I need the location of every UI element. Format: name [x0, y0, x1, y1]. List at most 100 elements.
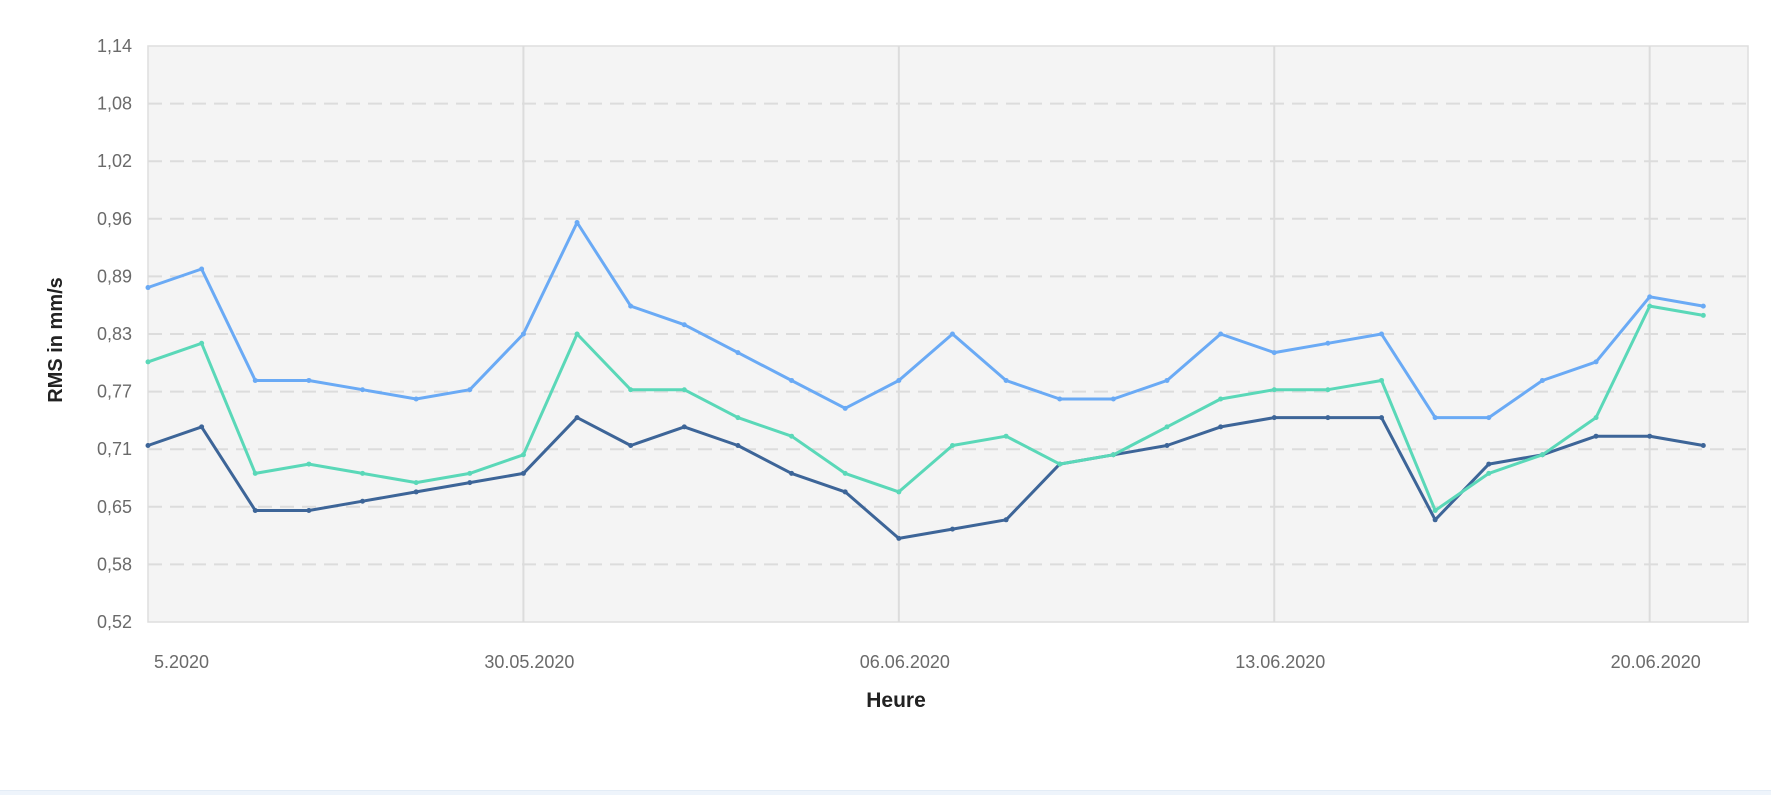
series-line-1 — [147, 416, 1704, 540]
series-2-point — [199, 340, 205, 346]
series-1-point — [896, 535, 902, 541]
series-1-point — [1700, 442, 1706, 448]
series-lines — [145, 220, 1706, 541]
series-3-point — [1486, 415, 1492, 421]
series-2-point — [735, 415, 741, 421]
series-3-point — [1003, 377, 1009, 383]
series-1-point — [842, 489, 848, 495]
y-tick-label: 1,14 — [97, 36, 132, 56]
series-2-point — [145, 359, 151, 365]
series-3-point — [789, 377, 795, 383]
y-axis-ticks: 0,52 0,58 0,65 0,71 0,77 0,83 0,89 0,96 1,02 1,08… — [97, 36, 132, 632]
series-3-point — [842, 405, 848, 411]
series-2-point — [1164, 424, 1170, 430]
series-1-point — [520, 470, 526, 476]
series-line-2 — [147, 304, 1704, 512]
series-line-3 — [147, 221, 1704, 420]
series-1-point — [628, 442, 634, 448]
series-1-point — [1432, 517, 1438, 523]
series-2-point — [842, 470, 848, 476]
series-1-point — [1379, 415, 1385, 421]
series-3-point — [628, 303, 634, 309]
series-2-point — [1110, 452, 1116, 458]
series-3-point — [1164, 377, 1170, 383]
series-1-point — [467, 480, 473, 486]
series-2-point — [252, 470, 258, 476]
series-2-point — [789, 433, 795, 439]
series-2-point — [681, 387, 687, 393]
series-2-point — [1539, 452, 1545, 458]
series-3-point — [574, 220, 580, 226]
y-axis-title: RMS in mm/s — [45, 277, 67, 403]
series-1-point — [735, 442, 741, 448]
x-tick-label: 30.05.2020 — [484, 652, 574, 672]
series-2-point — [1432, 508, 1438, 514]
series-1-point — [681, 424, 687, 430]
series-3-point — [360, 387, 366, 393]
x-tick-label: 20.06.2020 — [1611, 652, 1701, 672]
series-3-point — [145, 285, 151, 291]
x-tick-label: 06.06.2020 — [860, 652, 950, 672]
series-3-point — [467, 387, 473, 393]
series-2-point — [1700, 312, 1706, 318]
y-tick-label: 1,02 — [97, 151, 132, 171]
series-2-point — [1486, 470, 1492, 476]
series-2-point — [1325, 387, 1331, 393]
series-2-point — [413, 480, 419, 486]
series-3-point — [1110, 396, 1116, 402]
series-3-point — [1593, 359, 1599, 365]
series-2-point — [467, 470, 473, 476]
series-1-point — [145, 442, 151, 448]
series-3-point — [1539, 377, 1545, 383]
series-1-point — [1593, 433, 1599, 439]
series-1-point — [1218, 424, 1224, 430]
series-3-point — [1325, 340, 1331, 346]
x-axis-ticks: 5.2020 30.05.2020 06.06.2020 13.06.2020 20.0… — [154, 652, 1701, 672]
series-3-point — [520, 331, 526, 337]
y-tick-label: 0,65 — [97, 497, 132, 517]
series-2-point — [1379, 377, 1385, 383]
series-2-point — [1647, 303, 1653, 309]
series-1-point — [306, 508, 312, 514]
series-2-point — [306, 461, 312, 467]
x-tick-label: 13.06.2020 — [1235, 652, 1325, 672]
series-3-point — [1218, 331, 1224, 337]
series-3-point — [735, 350, 741, 356]
y-tick-label: 0,83 — [97, 324, 132, 344]
y-tick-label: 0,71 — [97, 439, 132, 459]
series-2-point — [1057, 461, 1063, 467]
series-1-point — [360, 498, 366, 504]
series-1-point — [1164, 442, 1170, 448]
x-axis-title: Heure — [866, 689, 926, 712]
series-1-point — [413, 489, 419, 495]
series-3-point — [1057, 396, 1063, 402]
y-tick-label: 0,52 — [97, 612, 132, 632]
panel-bottom-edge — [0, 790, 1771, 795]
series-1-point — [1647, 433, 1653, 439]
series-2-point — [1271, 387, 1277, 393]
series-3-point — [413, 396, 419, 402]
y-tick-label: 0,96 — [97, 209, 132, 229]
series-1-point — [252, 508, 258, 514]
series-3-point — [896, 377, 902, 383]
series-3-point — [252, 377, 258, 383]
y-tick-label: 0,77 — [97, 382, 132, 402]
series-1-point — [1003, 517, 1009, 523]
series-1-point — [574, 415, 580, 421]
series-2-point — [1218, 396, 1224, 402]
series-3-point — [681, 322, 687, 328]
series-3-point — [1647, 294, 1653, 300]
series-2-point — [1593, 415, 1599, 421]
series-1-point — [1271, 415, 1277, 421]
series-3-point — [1432, 415, 1438, 421]
series-2-point — [896, 489, 902, 495]
series-3-point — [1700, 303, 1706, 309]
series-3-point — [1271, 350, 1277, 356]
y-tick-label: 0,58 — [97, 554, 132, 574]
series-3-point — [949, 331, 955, 337]
series-2-point — [574, 331, 580, 337]
x-tick-label: 5.2020 — [154, 652, 209, 672]
series-2-point — [520, 452, 526, 458]
series-2-point — [949, 442, 955, 448]
